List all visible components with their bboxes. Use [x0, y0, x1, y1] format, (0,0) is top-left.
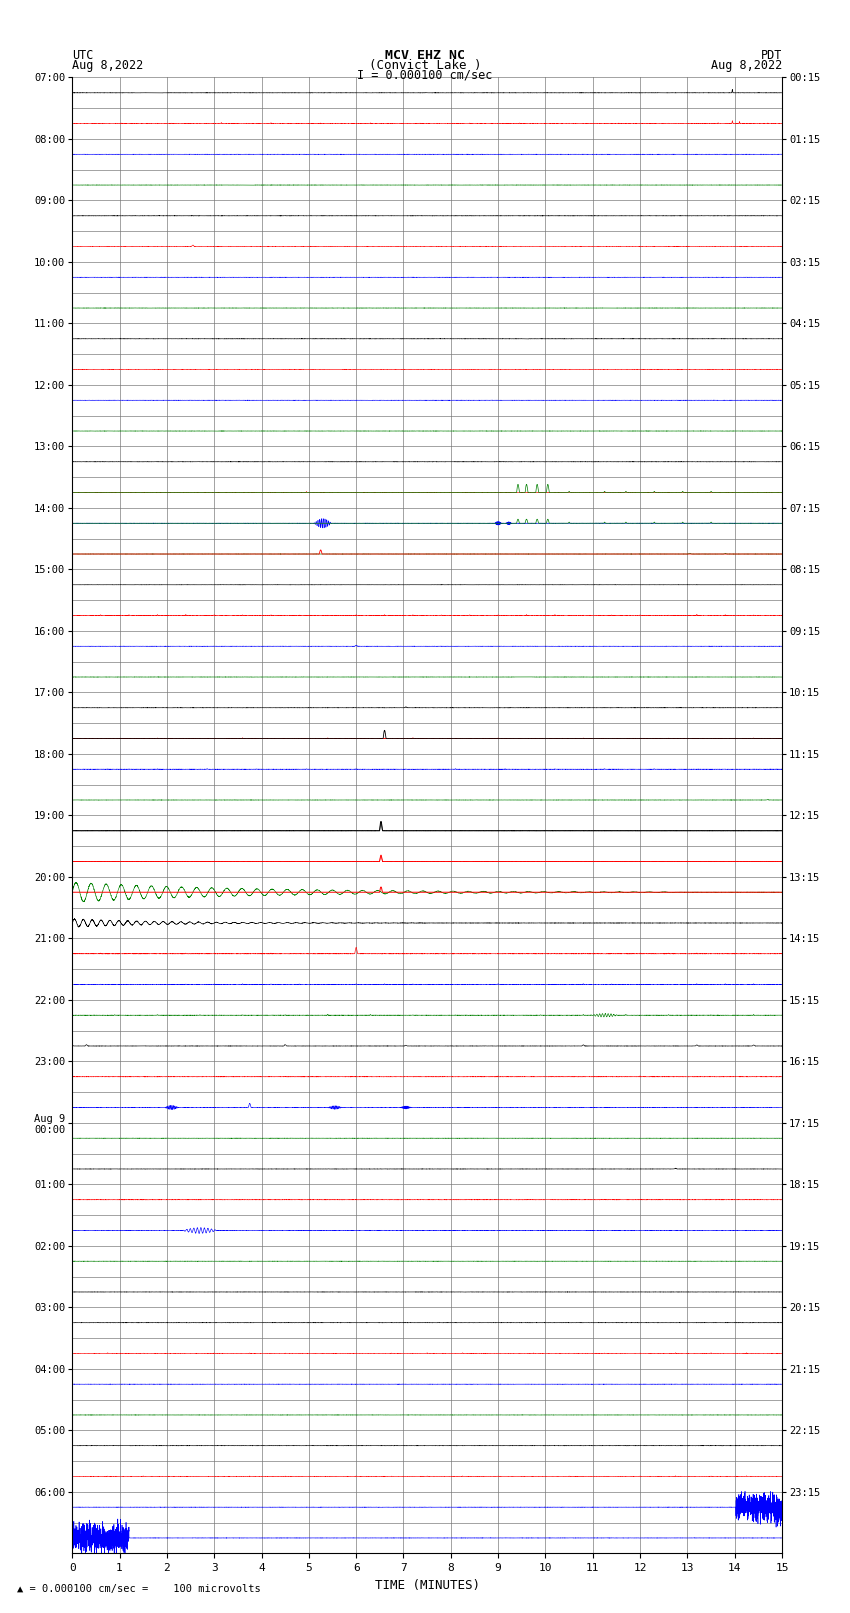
Text: Aug 8,2022: Aug 8,2022 — [72, 58, 144, 71]
Text: PDT: PDT — [761, 48, 782, 63]
Text: ▲ = 0.000100 cm/sec =    100 microvolts: ▲ = 0.000100 cm/sec = 100 microvolts — [17, 1584, 261, 1594]
Text: Aug 8,2022: Aug 8,2022 — [711, 58, 782, 71]
Text: UTC: UTC — [72, 48, 94, 63]
Text: MCV EHZ NC: MCV EHZ NC — [385, 48, 465, 63]
Text: I = 0.000100 cm/sec: I = 0.000100 cm/sec — [357, 68, 493, 82]
X-axis label: TIME (MINUTES): TIME (MINUTES) — [375, 1579, 479, 1592]
Text: (Convict Lake ): (Convict Lake ) — [369, 58, 481, 71]
